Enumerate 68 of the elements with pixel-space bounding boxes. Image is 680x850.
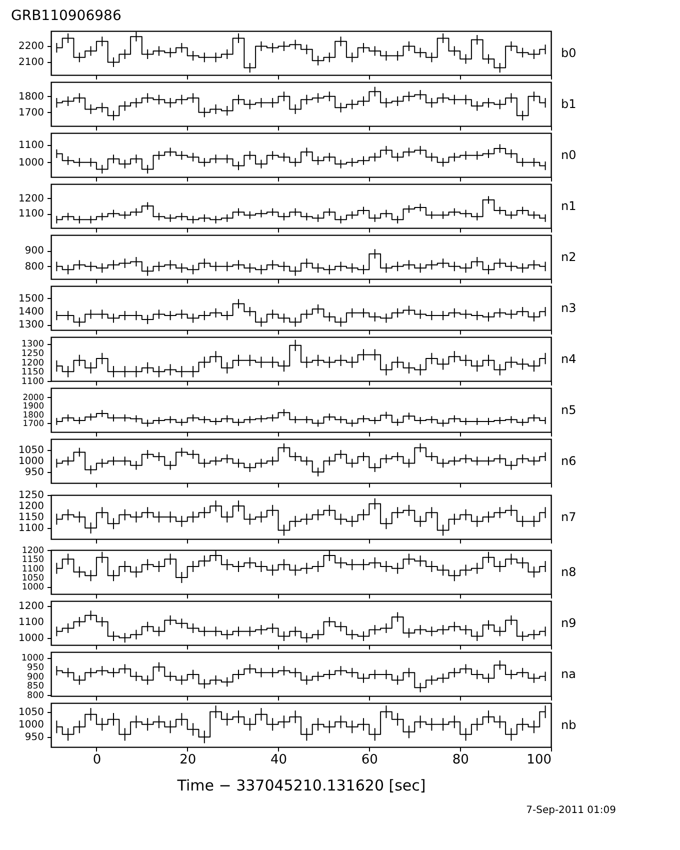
y-tick-label: 1500	[18, 293, 44, 304]
chart-title: GRB110906986	[11, 8, 122, 24]
y2-axis-title: b0	[561, 46, 576, 60]
y-tick-label: 1800	[22, 409, 44, 420]
x-axis-title: Time − 337045210.131620 [sec]	[176, 776, 426, 794]
y-tick-label: 2100	[18, 57, 44, 68]
y-tick-label: 950	[24, 467, 44, 478]
x-tick-label: 40	[270, 752, 288, 768]
y-tick-label: 1200	[18, 600, 44, 612]
y-tick-label: 1100	[18, 208, 44, 220]
y-tick-label: 1150	[22, 555, 44, 566]
y2-axis-title: na	[561, 667, 576, 681]
y-tick-label: 800	[24, 261, 44, 272]
y-tick-label: 1050	[18, 445, 44, 456]
y-tick-label: 1000	[18, 632, 44, 644]
y-tick-label: 1300	[18, 320, 44, 331]
y-tick-label: 950	[24, 732, 44, 743]
y-tick-label: 1200	[21, 358, 44, 368]
y2-axis-title: n3	[561, 301, 576, 315]
x-tick-label: 100	[526, 752, 552, 768]
y-tick-label: 1700	[22, 418, 44, 428]
y-tick-label: 1200	[18, 193, 44, 204]
y-tick-label: 1200	[18, 501, 44, 512]
y-tick-label: 900	[24, 246, 44, 257]
y-tick-label: 1100	[18, 140, 44, 152]
y-tick-label: 1000	[18, 719, 44, 730]
x-tick-label: 0	[92, 752, 102, 768]
y2-axis-title: n2	[561, 250, 576, 264]
y2-axis-title: n4	[561, 352, 576, 366]
x-tick-label: 20	[180, 752, 196, 768]
y-tick-label: 1100	[18, 523, 44, 534]
y2-axis-title: n9	[561, 616, 576, 630]
y-tick-label: 850	[27, 682, 44, 692]
y2-axis-title: nb	[561, 718, 576, 732]
y2-axis-title: n8	[561, 565, 576, 579]
y-tick-label: 1100	[21, 377, 44, 387]
y-tick-label: 1250	[21, 348, 44, 359]
y2-axis-title: n1	[561, 199, 576, 213]
text: 7-Sep-2011 01:09	[526, 805, 616, 816]
x-tick-label: 60	[361, 752, 378, 768]
y-tick-label: 2000	[22, 392, 44, 402]
y-tick-label: 1050	[18, 706, 44, 718]
y-tick-label: 1100	[22, 564, 44, 574]
y-tick-label: 1400	[18, 306, 44, 318]
y2-axis-title: n6	[561, 454, 576, 468]
y-tick-label: 900	[27, 672, 44, 682]
y-tick-label: 1900	[22, 400, 44, 411]
y-tick-label: 1800	[18, 91, 44, 102]
y-tick-label: 2200	[18, 41, 44, 52]
y-tick-label: 1250	[18, 490, 44, 501]
x-tick-label: 80	[452, 752, 469, 768]
y-tick-label: 1000	[18, 456, 44, 467]
y-tick-label: 950	[27, 662, 44, 673]
y2-axis-title: b1	[561, 97, 576, 111]
y-tick-label: 1050	[22, 574, 44, 584]
y-tick-label: 1150	[21, 368, 44, 378]
y-tick-label: 1000	[18, 157, 44, 168]
y-tick-label: 1000	[21, 654, 44, 664]
y-tick-label: 1300	[21, 340, 44, 350]
y2-axis-title: n0	[561, 148, 576, 162]
y-tick-label: 1200	[22, 546, 44, 556]
y2-axis-title: n7	[561, 510, 576, 524]
y-tick-label: 1100	[18, 616, 44, 628]
y-tick-label: 1700	[18, 107, 44, 118]
y-tick-label: 800	[27, 691, 44, 702]
y-tick-label: 1000	[22, 582, 44, 593]
y2-axis-title: n5	[561, 403, 576, 417]
y-tick-label: 1150	[18, 512, 44, 523]
